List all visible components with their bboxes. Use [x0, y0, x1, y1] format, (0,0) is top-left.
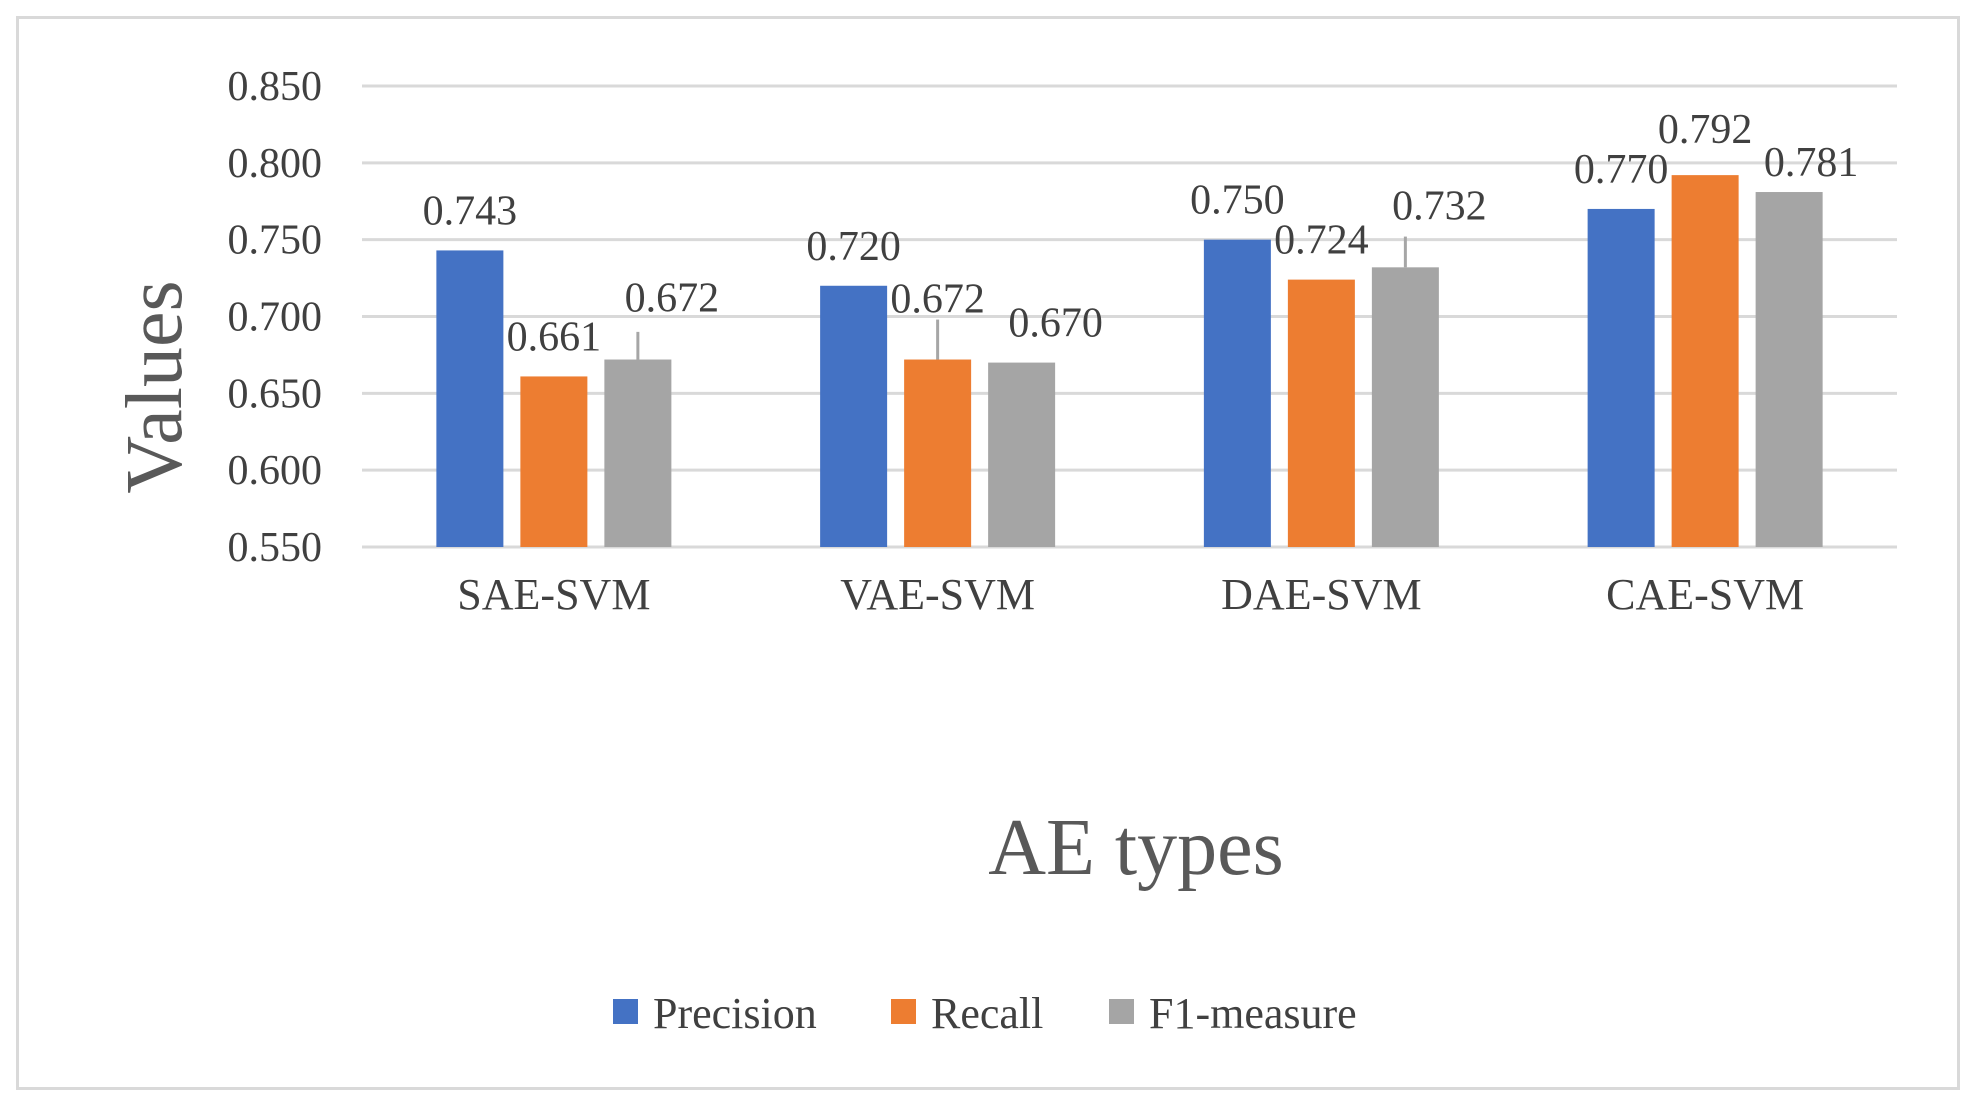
data-labels: 0.743 0.661 0.672 0.720 0.672 0.670 0.7500.724…: [423, 107, 1859, 360]
y-axis-title: Values: [111, 280, 199, 493]
data-label: 0.724: [1274, 218, 1369, 264]
data-label: 0.720: [806, 224, 901, 270]
x-axis-title: AE types: [988, 804, 1284, 892]
bar-chart: 0.550 0.600 0.650 0.700 0.750 0.800 0.850 0.74…: [111, 64, 1897, 1038]
data-label: 0.732: [1392, 183, 1487, 229]
x-category-label: SAE-SVM: [457, 570, 650, 619]
x-category-label: VAE-SVM: [840, 570, 1035, 619]
bar-recall-vae-svm: [904, 359, 972, 547]
error-bars: [636, 236, 1407, 360]
data-label: 0.743: [423, 188, 518, 234]
bar-precision-dae-svm: [1203, 239, 1271, 547]
data-label: 0.670: [1008, 301, 1103, 347]
bar-recall-cae-svm: [1671, 175, 1739, 548]
legend: Precision Recall F1-measure: [613, 989, 1357, 1038]
chart-frame: 0.550 0.600 0.650 0.700 0.750 0.800 0.850 0.74…: [16, 16, 1960, 1090]
legend-swatch-recall: [891, 999, 916, 1024]
bar-precision-vae-svm: [820, 285, 888, 547]
bar-f1-measure-sae-svm: [604, 359, 672, 547]
y-tick-label: 0.650: [228, 371, 323, 417]
bar-recall-sae-svm: [520, 376, 588, 547]
y-tick-label: 0.750: [228, 218, 323, 264]
data-label: 0.770: [1574, 147, 1669, 193]
data-label: 0.750: [1190, 178, 1285, 224]
y-tick-label: 0.600: [228, 448, 323, 494]
bar-recall-dae-svm: [1287, 279, 1355, 547]
y-tick-label: 0.700: [228, 295, 323, 341]
data-label: 0.661: [507, 314, 602, 360]
y-tick-label: 0.550: [228, 525, 323, 571]
data-label: 0.781: [1764, 140, 1859, 186]
data-label: 0.672: [890, 277, 985, 323]
y-tick-label: 0.850: [228, 64, 323, 110]
legend-label-recall: Recall: [931, 989, 1043, 1038]
data-label: 0.672: [625, 276, 720, 322]
x-category-label: DAE-SVM: [1221, 570, 1421, 619]
bar-f1-measure-vae-svm: [988, 362, 1056, 547]
bar-precision-sae-svm: [436, 250, 504, 547]
x-axis-categories: SAE-SVM VAE-SVM DAE-SVM CAE-SVM: [457, 570, 1804, 619]
legend-label-f1-measure: F1-measure: [1149, 989, 1357, 1038]
legend-label-precision: Precision: [653, 989, 817, 1038]
bar-f1-measure-cae-svm: [1755, 192, 1823, 547]
x-category-label: CAE-SVM: [1606, 570, 1804, 619]
data-label: 0.792: [1658, 107, 1753, 153]
y-tick-label: 0.800: [228, 141, 323, 187]
bars: [436, 175, 1823, 548]
bar-f1-measure-dae-svm: [1371, 267, 1439, 547]
y-axis-ticks: 0.550 0.600 0.650 0.700 0.750 0.800 0.850: [228, 64, 323, 571]
bar-precision-cae-svm: [1587, 208, 1655, 547]
legend-swatch-f1-measure: [1109, 999, 1134, 1024]
legend-swatch-precision: [613, 999, 638, 1024]
